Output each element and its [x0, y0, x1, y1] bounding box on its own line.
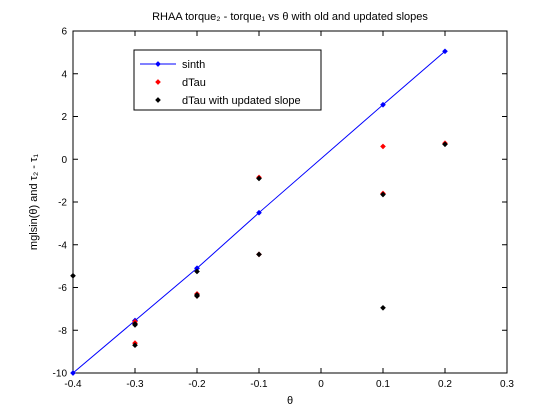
chart-title: RHAA torque₂ - torque₁ vs θ with old and…: [152, 11, 428, 23]
x-tick-label: 0.1: [376, 379, 390, 390]
data-point: [194, 292, 200, 298]
y-tick-label: 4: [61, 69, 67, 80]
legend-item-2: dTau: [155, 77, 206, 89]
data-point: [256, 251, 262, 258]
data-point: [132, 322, 138, 328]
data-point: [256, 175, 262, 182]
y-tick-label: -10: [53, 369, 68, 380]
legend-marker: [155, 97, 161, 103]
y-tick-label: -6: [58, 283, 67, 294]
legend-item-3: dTau with updated slope: [155, 95, 301, 107]
legend-items: sinth dTau dTau with updated slope: [140, 59, 301, 107]
data-point: [380, 101, 386, 108]
y-axis-label: mglsin(θ) and τ₂ - τ₁: [28, 154, 40, 250]
data-point: [442, 48, 448, 55]
y-tick-label: -2: [58, 198, 67, 209]
x-tick-label: -0.4: [64, 379, 82, 390]
series-line: [72, 50, 446, 374]
series-layer: [70, 48, 448, 376]
x-tick-label: 0.2: [438, 379, 452, 390]
data-point: [70, 370, 76, 376]
legend-marker: [155, 61, 161, 67]
legend: sinth dTau dTau with updated slope: [133, 49, 322, 111]
y-tick-label: -4: [58, 240, 67, 251]
series-3: [70, 141, 448, 349]
legend-box: [133, 49, 322, 111]
y-axis: -10 -8 -6 -4 -2 0 2 4 6: [53, 27, 507, 380]
data-point: [442, 141, 448, 148]
data-point: [380, 191, 386, 198]
y-tick-label: -8: [58, 326, 67, 337]
legend-item-1: sinth: [140, 59, 205, 71]
data-point: [194, 268, 200, 275]
x-tick-label: -0.1: [250, 379, 268, 390]
data-point: [380, 143, 386, 150]
x-tick-label: 0: [318, 379, 324, 390]
x-axis-label: θ: [287, 395, 293, 407]
data-point: [70, 272, 76, 279]
x-axis: -0.4 -0.3 -0.2 -0.1 0 0.1 0.2 0.3: [64, 31, 514, 390]
y-tick-label: 6: [61, 27, 67, 38]
y-tick-label: 0: [61, 155, 67, 166]
y-tick-label: 2: [61, 112, 67, 123]
data-point: [132, 342, 138, 349]
data-point: [256, 209, 262, 216]
legend-label: sinth: [182, 59, 205, 71]
legend-marker: [155, 79, 161, 85]
x-tick-label: 0.3: [500, 379, 514, 390]
data-point: [380, 304, 386, 311]
legend-label: dTau with updated slope: [182, 95, 301, 107]
plot-area: -0.4 -0.3 -0.2 -0.1 0 0.1 0.2 0.3 -10 -8 -6 -4 -2 0 2…: [53, 27, 515, 391]
x-tick-label: -0.3: [126, 379, 144, 390]
x-tick-label: -0.2: [188, 379, 206, 390]
legend-label: dTau: [182, 77, 206, 89]
